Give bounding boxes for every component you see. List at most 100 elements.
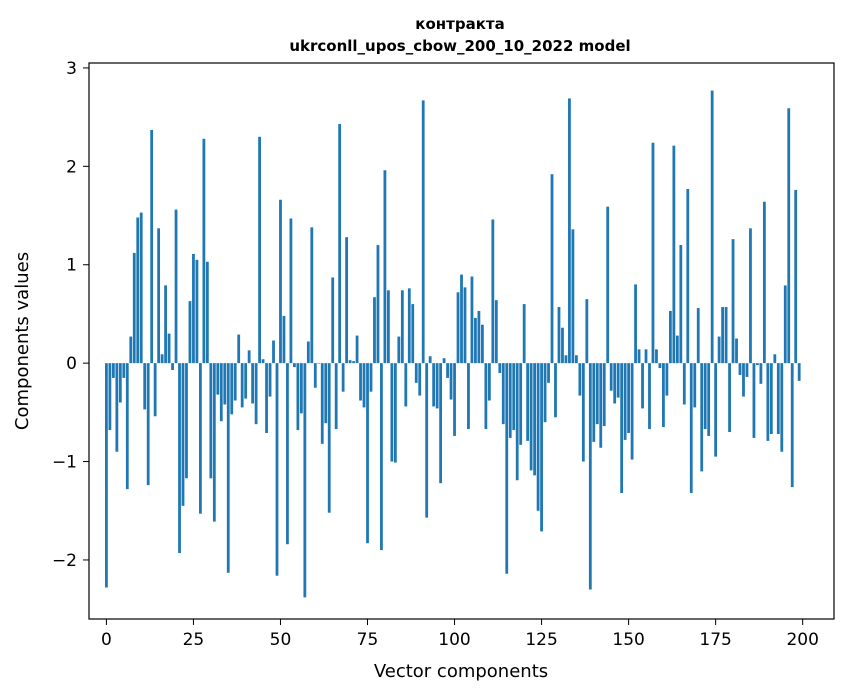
- bar: [188, 301, 192, 364]
- bar: [557, 307, 561, 364]
- bar: [498, 363, 502, 373]
- bar: [317, 363, 321, 364]
- bar: [139, 212, 143, 364]
- bar: [167, 333, 171, 364]
- bar: [759, 363, 763, 384]
- bar: [334, 363, 338, 430]
- bar: [613, 363, 617, 404]
- bar: [508, 363, 512, 438]
- bar: [219, 363, 223, 422]
- bar: [773, 354, 777, 364]
- bar: [543, 363, 547, 423]
- bar: [665, 363, 669, 396]
- bar: [762, 201, 766, 364]
- bar: [536, 363, 540, 511]
- plot-frame: [88, 62, 835, 620]
- bar: [122, 363, 126, 378]
- x-tick-label: 0: [101, 630, 112, 650]
- bar: [477, 310, 481, 364]
- bar: [380, 363, 383, 551]
- bar: [216, 363, 220, 395]
- bar: [296, 363, 300, 431]
- bar: [244, 363, 248, 399]
- bar: [362, 363, 366, 408]
- bar: [550, 174, 554, 364]
- bar: [526, 363, 530, 441]
- bar: [282, 315, 286, 364]
- bar: [261, 359, 265, 364]
- bar: [421, 100, 425, 364]
- bar: [237, 334, 241, 364]
- bar: [679, 245, 683, 364]
- bar: [212, 363, 216, 522]
- bar: [387, 290, 390, 364]
- bar: [655, 349, 658, 364]
- bar: [268, 363, 272, 397]
- bar: [634, 284, 637, 364]
- bar: [780, 363, 784, 452]
- bar: [561, 327, 564, 364]
- bar: [568, 98, 571, 364]
- bar: [286, 363, 289, 545]
- bar: [606, 206, 610, 364]
- bar: [376, 245, 380, 364]
- bar: [602, 363, 606, 427]
- bar: [230, 363, 234, 415]
- bar: [630, 363, 634, 460]
- bar: [529, 363, 533, 471]
- bar: [675, 335, 679, 364]
- y-tick-label: −1: [52, 453, 77, 473]
- bar: [132, 252, 136, 364]
- bar: [637, 349, 641, 364]
- bar: [178, 363, 181, 554]
- bar: [146, 363, 150, 486]
- bar: [289, 218, 293, 364]
- bar: [672, 145, 676, 364]
- bar: [153, 363, 157, 417]
- bar: [735, 338, 738, 364]
- bar: [115, 363, 119, 452]
- bar: [320, 363, 324, 444]
- bar: [435, 363, 439, 409]
- x-tick-label: 150: [612, 630, 644, 650]
- bar: [456, 292, 460, 364]
- bar: [714, 363, 718, 457]
- bar: [327, 363, 331, 513]
- bar: [108, 363, 112, 431]
- bar: [710, 90, 714, 364]
- chart-subtitle: ukrconll_upos_cbow_200_10_2022 model: [289, 37, 630, 55]
- bar: [366, 363, 369, 544]
- bar: [512, 363, 516, 431]
- bar: [783, 285, 787, 364]
- bar: [721, 307, 724, 364]
- x-tick-label: 200: [786, 630, 818, 650]
- bar: [599, 363, 603, 448]
- bar: [474, 317, 477, 364]
- y-tick-label: 2: [66, 157, 77, 177]
- bar: [794, 189, 798, 364]
- bar: [728, 363, 731, 433]
- bar: [519, 363, 523, 445]
- bar: [432, 363, 436, 407]
- bar: [352, 361, 355, 364]
- bar: [313, 363, 317, 388]
- bar: [209, 363, 213, 479]
- bar: [199, 363, 202, 514]
- bar: [251, 363, 255, 404]
- bar: [494, 300, 498, 364]
- bar: [703, 363, 707, 430]
- bar: [331, 277, 335, 364]
- x-axis-label: Vector components: [374, 661, 548, 682]
- bar: [181, 363, 185, 506]
- bar: [689, 363, 693, 494]
- bar: [125, 363, 129, 490]
- bar: [258, 136, 261, 364]
- bar: [306, 341, 310, 364]
- bar: [341, 363, 345, 392]
- bars-group: [105, 90, 801, 598]
- bar: [644, 349, 648, 364]
- bar: [303, 363, 307, 598]
- bar: [359, 363, 362, 401]
- bar: [129, 336, 133, 364]
